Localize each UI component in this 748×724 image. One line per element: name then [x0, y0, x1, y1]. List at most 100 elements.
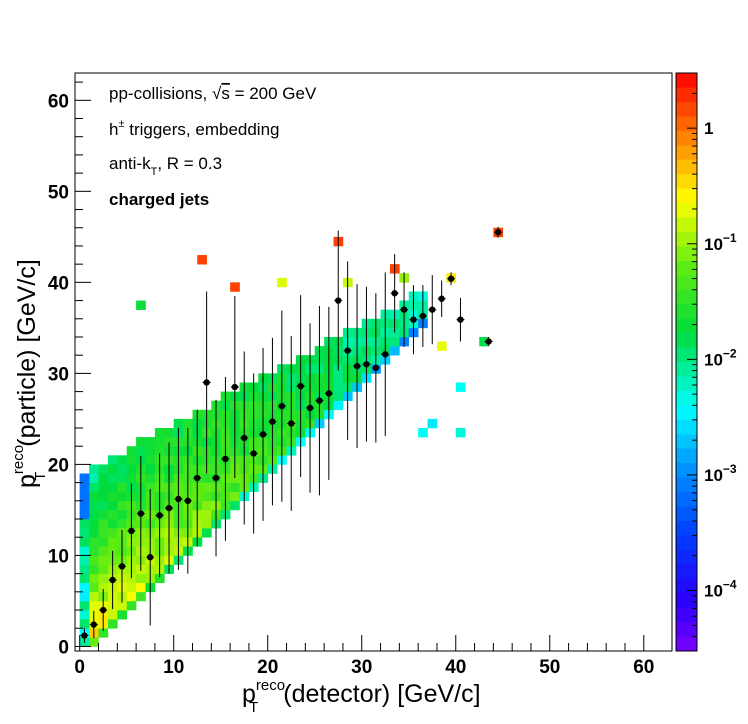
heatmap-bin — [173, 418, 184, 429]
heatmap-bin — [333, 373, 344, 383]
heatmap-bin — [117, 491, 128, 502]
heatmap-bin — [230, 482, 240, 493]
heatmap-bin — [126, 600, 137, 611]
heatmap-bin — [107, 491, 118, 502]
heatmap-bin — [154, 573, 165, 584]
heatmap-bin — [98, 573, 109, 584]
heatmap-bin — [126, 591, 137, 602]
profile-point — [297, 382, 304, 390]
heatmap-bin — [107, 482, 118, 493]
profile-point — [447, 275, 455, 282]
x-tick-label: 50 — [539, 657, 560, 678]
heatmap-bin — [389, 346, 400, 356]
y-tick-label: 50 — [48, 182, 69, 203]
heatmap-bin — [126, 573, 137, 584]
heatmap-bin — [201, 519, 212, 529]
x-axis-ticks: 0 10 20 30 40 50 60 — [74, 635, 654, 678]
profile-point — [212, 474, 220, 482]
profile-point — [165, 504, 173, 512]
heatmap-bin — [230, 491, 240, 502]
heatmap-bin — [418, 427, 428, 438]
annotation-jet-algorithm: anti-kT, R = 0.3 — [109, 154, 222, 178]
profile-point — [438, 295, 445, 302]
heatmap-bin — [107, 473, 118, 483]
annotation-charged-jets: charged jets — [109, 190, 209, 209]
heatmap-bin — [145, 482, 156, 493]
heatmap-bin — [98, 582, 109, 593]
heatmap-bin — [136, 591, 146, 602]
heatmap-bin — [201, 482, 212, 493]
heatmap-bin — [126, 455, 137, 465]
profile-point — [118, 563, 126, 570]
heatmap-bin — [333, 400, 344, 411]
profile-point — [231, 383, 239, 391]
profile-point — [316, 397, 323, 404]
colorbar-frame — [675, 72, 698, 652]
x-tick-label: 10 — [163, 657, 184, 678]
heatmap-bin — [117, 509, 128, 520]
profile-point — [278, 402, 286, 410]
heatmap-bin — [136, 446, 146, 456]
colorbar-tick-label: 10−4 — [704, 578, 737, 601]
heatmap-bin — [98, 546, 109, 556]
heatmap-bin — [79, 509, 90, 520]
heatmap-bin — [117, 519, 128, 529]
heatmap-bin — [107, 528, 118, 538]
heatmap-bin — [98, 473, 109, 483]
heatmap-bin — [79, 546, 90, 556]
heatmap-bin — [107, 610, 118, 620]
profile-point — [90, 621, 98, 628]
heatmap-bin — [136, 582, 146, 593]
profile-point — [353, 362, 361, 370]
heatmap-bin — [89, 564, 99, 574]
heatmap-bin — [89, 573, 99, 584]
heatmap-bin — [89, 591, 99, 602]
heatmap-bin — [89, 509, 99, 520]
colorbar — [676, 73, 697, 651]
profile-point — [203, 379, 210, 386]
heatmap-bin — [98, 500, 109, 511]
colorbar-tick-label: 10−3 — [704, 462, 737, 485]
profile-point — [363, 361, 370, 368]
heatmap-bin — [107, 509, 118, 520]
heatmap-bin — [197, 255, 207, 265]
heatmap-bin — [79, 610, 90, 620]
profile-point — [372, 364, 380, 372]
heatmap-bin — [136, 573, 146, 584]
heatmap-bin — [98, 482, 109, 493]
heatmap-bin — [183, 418, 193, 429]
heatmap-bin — [145, 437, 156, 447]
y-tick-label: 60 — [48, 91, 69, 112]
annotation-triggers: h± triggers, embedding — [109, 118, 280, 139]
heatmap-bin — [89, 537, 99, 547]
heatmap-bin — [89, 582, 99, 593]
annotation-collisions: pp-collisions, √s = 200 GeV — [109, 84, 317, 103]
heatmap-bin — [98, 537, 109, 547]
profile-point — [259, 431, 267, 438]
x-tick-label: 20 — [257, 657, 278, 678]
heatmap-bin — [164, 437, 175, 447]
profile-point — [156, 512, 163, 519]
heatmap-bin — [154, 437, 165, 447]
profile-point — [382, 351, 389, 358]
heatmap-bin — [79, 491, 90, 502]
heatmap-bin — [89, 464, 99, 474]
x-tick-label: 0 — [74, 657, 85, 678]
profile-point — [419, 312, 427, 320]
heatmap-bin — [389, 336, 400, 347]
heatmap-bin — [79, 500, 90, 511]
heatmap-bin — [79, 582, 90, 593]
heatmap-bin — [98, 528, 109, 538]
heatmap-bin — [201, 473, 212, 483]
heatmap-bin — [89, 555, 99, 565]
heatmap-bin — [79, 564, 90, 574]
heatmap-bin — [277, 277, 287, 288]
y-tick-label: 0 — [58, 637, 69, 658]
x-tick-label: 40 — [445, 657, 466, 678]
heatmap-bin — [201, 491, 212, 502]
profile-point — [485, 338, 492, 345]
x-axis-title: preco T (detector) [GeV/c] — [242, 677, 481, 716]
heatmap-bin — [89, 528, 99, 538]
heatmap-bin — [79, 537, 90, 547]
heatmap-bin — [107, 537, 118, 547]
